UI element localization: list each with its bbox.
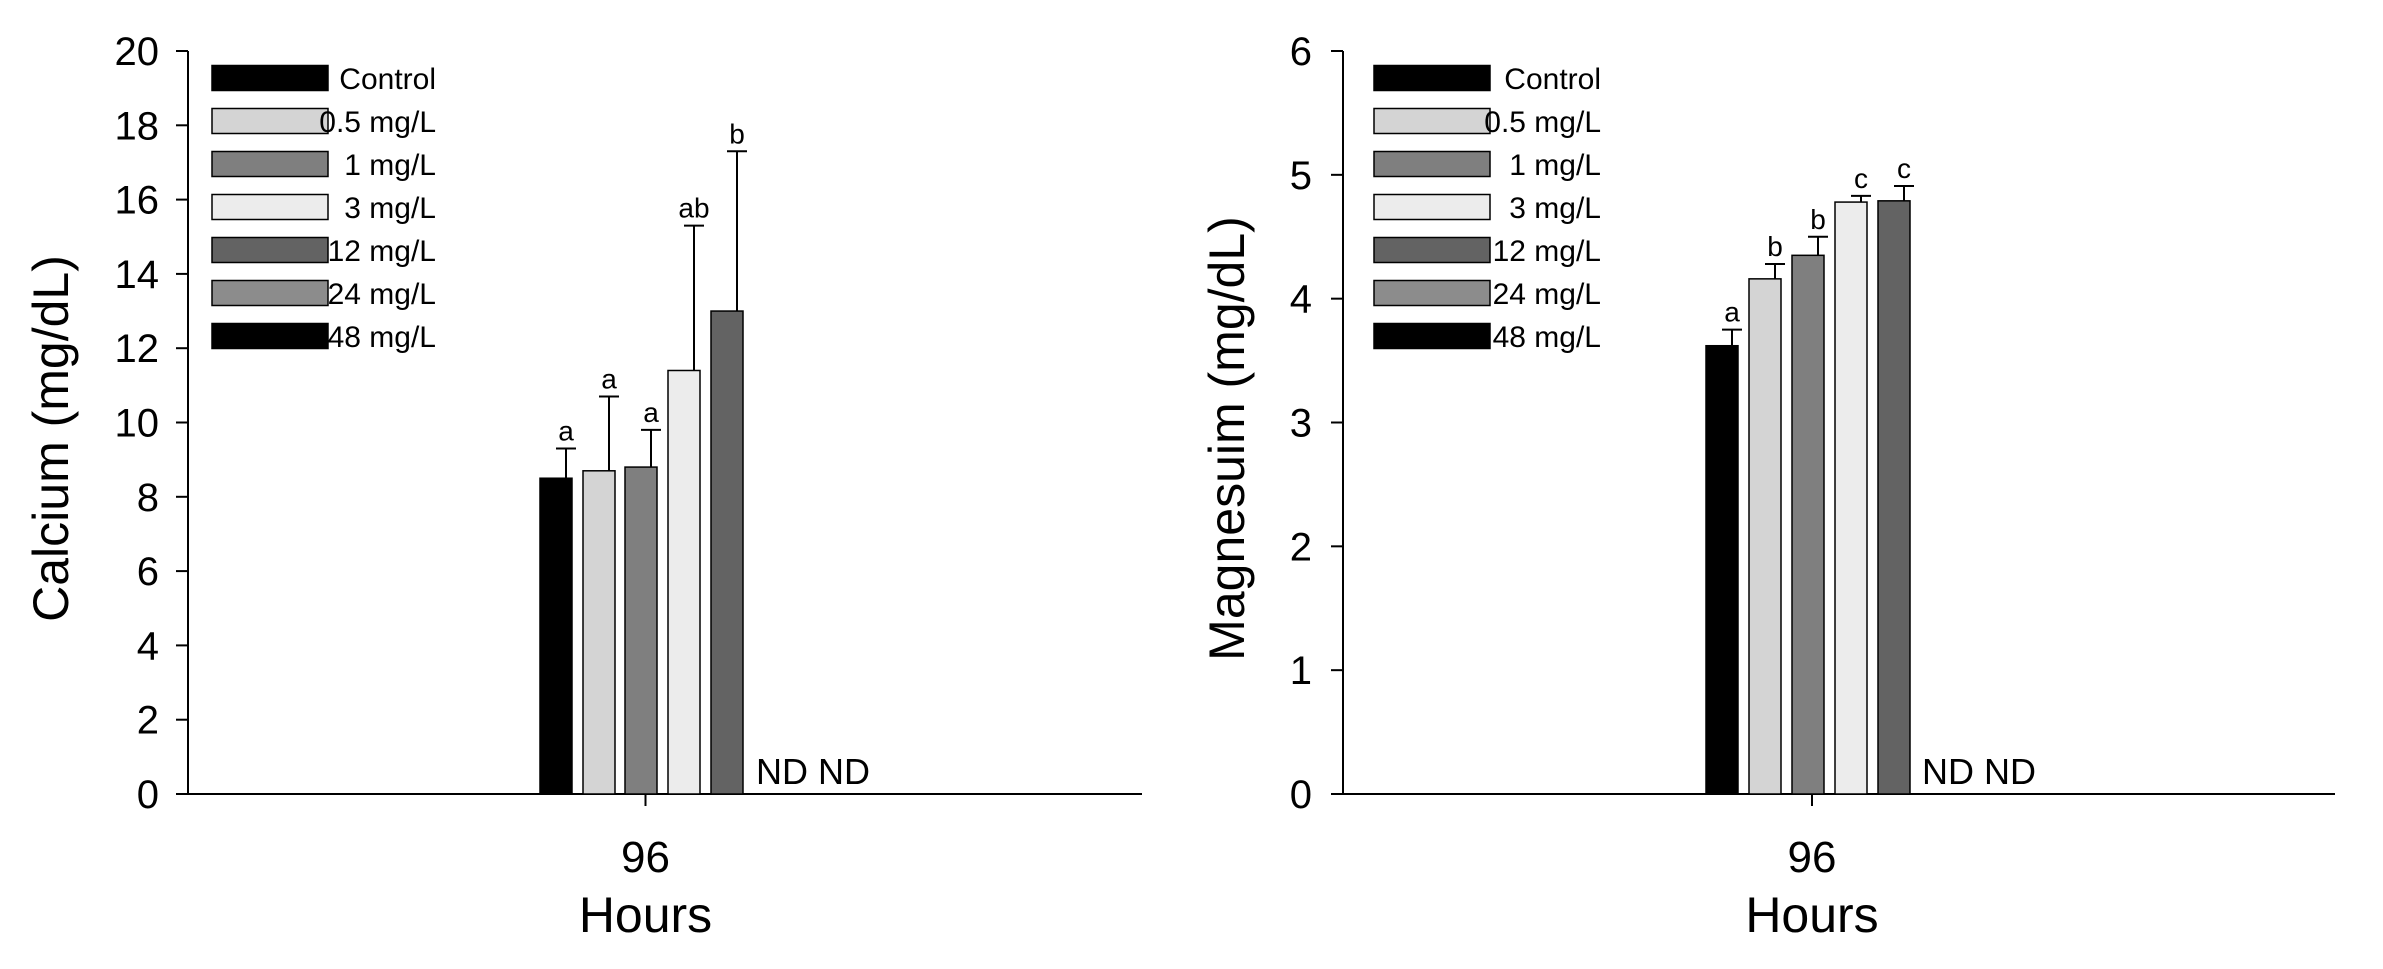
nd-label: ND bbox=[1922, 751, 1974, 792]
y-axis-title: Magnesuim (mg/dL) bbox=[1199, 216, 1255, 661]
legend-label: 24 mg/L bbox=[1493, 278, 1601, 311]
y-tick-label: 2 bbox=[137, 699, 159, 743]
legend-swatch bbox=[211, 236, 329, 264]
legend-label: 0.5 mg/L bbox=[319, 106, 436, 139]
legend-swatch bbox=[211, 107, 329, 135]
bar-3-mg-l bbox=[1834, 201, 1868, 795]
y-tick-label: 1 bbox=[1290, 649, 1312, 693]
significance-label: b bbox=[729, 118, 745, 149]
bar-control bbox=[1705, 344, 1739, 795]
legend-label: 1 mg/L bbox=[1509, 149, 1601, 182]
y-tick-label: 12 bbox=[115, 327, 160, 371]
legend-label: Control bbox=[1504, 63, 1601, 96]
bar-0-5-mg-l bbox=[582, 470, 616, 795]
y-tick-label: 10 bbox=[115, 402, 160, 446]
bar-0-5-mg-l bbox=[1748, 278, 1782, 795]
significance-label: a bbox=[1724, 297, 1740, 328]
bar-12-mg-l bbox=[710, 310, 744, 795]
significance-label: c bbox=[1854, 163, 1868, 194]
chart-panel-1: 0 2 4 6 8 10 12 14 16 18 20 96 Hours Calcium (mg/dL) a… bbox=[23, 30, 1142, 943]
bar-12-mg-l bbox=[1877, 200, 1911, 795]
y-tick-label: 4 bbox=[137, 624, 159, 668]
significance-label: a bbox=[643, 397, 659, 428]
y-tick-label: 3 bbox=[1290, 402, 1312, 446]
y-tick-label: 2 bbox=[1290, 525, 1312, 569]
legend-swatch bbox=[211, 150, 329, 178]
legend-swatch bbox=[1373, 193, 1491, 221]
y-tick-label: 8 bbox=[137, 476, 159, 520]
legend: Control 0.5 mg/L 1 mg/L 3 mg/L 12 mg/L 24 mg/… bbox=[1373, 63, 1601, 354]
y-tick-label: 0 bbox=[137, 773, 159, 817]
legend-swatch bbox=[1373, 64, 1491, 92]
legend-label: 12 mg/L bbox=[1493, 235, 1601, 268]
x-axis-title: Hours bbox=[579, 887, 712, 943]
bar-3-mg-l bbox=[667, 369, 701, 795]
bar-control bbox=[539, 477, 573, 795]
significance-label: ab bbox=[678, 193, 709, 224]
x-axis-title: Hours bbox=[1745, 887, 1878, 943]
y-tick-label: 14 bbox=[115, 253, 160, 297]
y-tick-label: 4 bbox=[1290, 278, 1312, 322]
legend-label: 48 mg/L bbox=[1493, 321, 1601, 354]
x-tick-label: 96 bbox=[1788, 833, 1837, 882]
significance-label: a bbox=[558, 416, 574, 447]
legend-label: Control bbox=[339, 63, 436, 96]
bar-1-mg-l bbox=[624, 466, 658, 795]
x-tick-label: 96 bbox=[621, 833, 670, 882]
y-axis-title: Calcium (mg/dL) bbox=[23, 255, 79, 622]
legend-swatch bbox=[1373, 322, 1491, 350]
significance-label: c bbox=[1897, 153, 1911, 184]
legend: Control 0.5 mg/L 1 mg/L 3 mg/L 12 mg/L 24 mg/… bbox=[211, 63, 436, 354]
nd-label: ND bbox=[756, 751, 808, 792]
legend-swatch bbox=[1373, 107, 1491, 135]
legend-swatch bbox=[211, 322, 329, 350]
legend-label: 48 mg/L bbox=[328, 321, 436, 354]
significance-label: a bbox=[601, 363, 617, 394]
legend-swatch bbox=[1373, 236, 1491, 264]
legend-label: 12 mg/L bbox=[328, 235, 436, 268]
bar-1-mg-l bbox=[1791, 254, 1825, 795]
legend-label: 3 mg/L bbox=[1509, 192, 1601, 225]
y-tick-label: 6 bbox=[137, 550, 159, 594]
y-tick-label: 16 bbox=[115, 179, 160, 223]
y-tick-label: 0 bbox=[1290, 773, 1312, 817]
legend-label: 24 mg/L bbox=[328, 278, 436, 311]
legend-label: 0.5 mg/L bbox=[1484, 106, 1601, 139]
legend-swatch bbox=[1373, 150, 1491, 178]
nd-label: ND bbox=[818, 751, 870, 792]
legend-swatch bbox=[211, 279, 329, 307]
legend-swatch bbox=[211, 193, 329, 221]
y-tick-label: 6 bbox=[1290, 30, 1312, 74]
y-tick-label: 5 bbox=[1290, 154, 1312, 198]
significance-label: b bbox=[1767, 231, 1783, 262]
y-tick-label: 20 bbox=[115, 30, 160, 74]
y-tick-label: 18 bbox=[115, 104, 160, 148]
legend-label: 1 mg/L bbox=[344, 149, 436, 182]
legend-swatch bbox=[211, 64, 329, 92]
nd-label: ND bbox=[1984, 751, 2036, 792]
significance-label: b bbox=[1810, 204, 1826, 235]
legend-label: 3 mg/L bbox=[344, 192, 436, 225]
legend-swatch bbox=[1373, 279, 1491, 307]
